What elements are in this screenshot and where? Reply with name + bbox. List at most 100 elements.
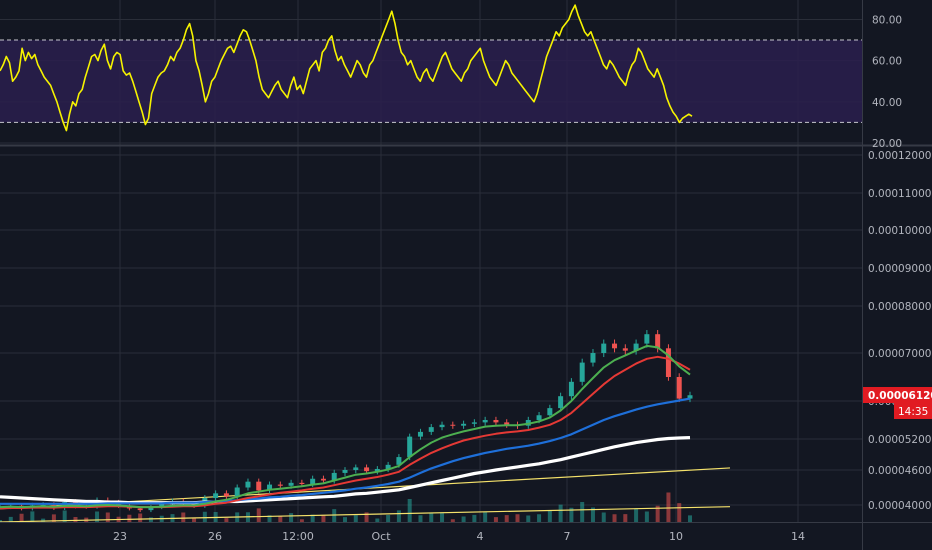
- x-tick-label: 12:00: [282, 530, 314, 543]
- candle-body: [396, 457, 402, 465]
- volume-bar: [343, 517, 347, 522]
- volume-bar: [677, 503, 682, 522]
- price-y-tick-label: 0.00004000: [868, 500, 931, 512]
- x-tick-label: 10: [669, 530, 683, 543]
- candle-body: [655, 334, 661, 349]
- volume-bar: [440, 513, 445, 522]
- candle-body: [504, 422, 510, 425]
- volume-bar: [537, 514, 542, 522]
- rsi-y-tick-label: 60.00: [872, 56, 902, 68]
- volume-bar: [289, 513, 294, 522]
- volume-bar: [73, 517, 78, 522]
- volume-bar: [19, 513, 24, 522]
- candle-body: [299, 482, 305, 484]
- candle-body: [547, 408, 553, 416]
- volume-bar: [256, 508, 261, 522]
- price-y-tick-label: 0.00008000: [868, 301, 931, 313]
- candle-body: [676, 377, 682, 399]
- volume-bar: [612, 514, 617, 522]
- price-y-tick-label: 0.00012000: [868, 150, 931, 162]
- volume-bar: [138, 513, 143, 522]
- candle-body: [256, 481, 262, 491]
- volume-bar: [224, 518, 229, 522]
- price-y-tick-label: 0.00010000: [868, 225, 931, 237]
- candle-body: [245, 481, 251, 488]
- x-tick-label: 23: [113, 530, 127, 543]
- volume-bar: [569, 507, 574, 522]
- candle-body: [439, 424, 445, 428]
- volume-bar: [310, 514, 315, 522]
- rsi-band: [0, 40, 862, 123]
- volume-bar: [526, 515, 531, 522]
- candle-body: [223, 493, 229, 497]
- volume-bar: [634, 508, 639, 522]
- price-pane: [0, 330, 731, 523]
- x-tick-label: Oct: [371, 530, 391, 543]
- candle-body: [536, 415, 542, 420]
- candle-body: [612, 343, 618, 349]
- candle-body: [374, 468, 380, 472]
- candle-body: [450, 424, 456, 426]
- candle-body: [148, 507, 154, 511]
- candle-body: [137, 508, 143, 511]
- candle-body: [331, 472, 337, 481]
- volume-bar: [95, 511, 100, 522]
- price-y-tick-label: 0.00007000: [868, 348, 931, 360]
- candle-body: [568, 381, 574, 397]
- x-tick-label: 14: [791, 530, 805, 543]
- volume-bar: [353, 515, 358, 522]
- volume-bar: [407, 499, 412, 522]
- countdown-text: 14:35: [898, 406, 928, 418]
- price-label-box: [863, 387, 932, 403]
- volume-bar: [418, 515, 423, 522]
- candle-body: [428, 427, 434, 432]
- candle-body: [234, 487, 240, 497]
- volume-bar: [375, 518, 380, 522]
- volume-bar: [62, 510, 67, 522]
- candle-body: [687, 395, 693, 399]
- volume-bar: [396, 510, 401, 522]
- candle-body: [310, 478, 316, 484]
- candle-body: [353, 467, 359, 470]
- volume-bar: [105, 512, 110, 522]
- rsi-y-tick-label: 20.00: [872, 138, 902, 150]
- candle-body: [601, 343, 607, 353]
- volume-bar: [623, 514, 628, 522]
- candle-body: [277, 484, 283, 486]
- trendline: [0, 506, 731, 523]
- volume-bar: [30, 511, 35, 522]
- x-tick-label: 7: [564, 530, 571, 543]
- candle-body: [385, 464, 391, 469]
- candle-body: [665, 348, 671, 377]
- countdown-box: [894, 403, 932, 419]
- volume-bar: [580, 502, 585, 522]
- candle-body: [364, 467, 370, 472]
- rsi-y-tick-label: 80.00: [872, 14, 902, 26]
- price-y-tick-label: 0.00009000: [868, 263, 931, 275]
- x-tick-label: 4: [477, 530, 484, 543]
- price-y-tick-label: 0.00004600: [868, 465, 931, 477]
- candle-body: [471, 422, 477, 424]
- candle-body: [482, 420, 488, 423]
- x-tick-label: 26: [208, 530, 222, 543]
- volume-bar: [461, 516, 466, 522]
- price-y-tick-label: 0.00005200: [868, 434, 931, 446]
- ma-green-line: [0, 344, 691, 509]
- candle-body: [622, 348, 628, 351]
- volume-bar: [590, 507, 595, 522]
- ma-red-line: [0, 355, 691, 510]
- volume-bar: [364, 512, 369, 522]
- candle-body: [558, 396, 564, 409]
- volume-bar: [299, 519, 304, 522]
- ma-blue-line: [0, 397, 691, 505]
- volume-bar: [504, 515, 509, 522]
- volume-bar: [8, 516, 13, 522]
- volume-bar: [321, 514, 326, 522]
- volume-bar: [386, 515, 391, 522]
- volume-bar: [127, 514, 132, 522]
- volume-bar: [493, 517, 498, 522]
- candle-body: [590, 353, 596, 363]
- candle-body: [493, 420, 499, 423]
- price-label-text: 0.00006120: [868, 390, 932, 402]
